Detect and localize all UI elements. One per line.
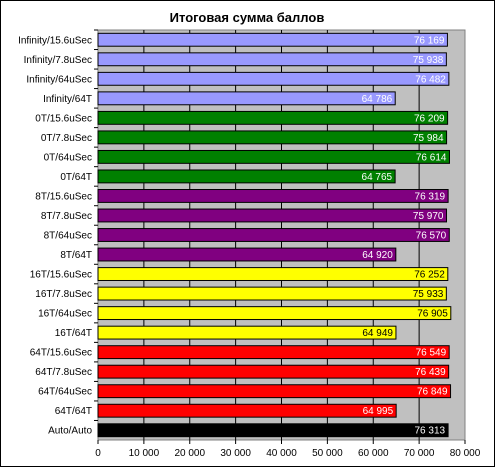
category-labels: Infinity/15.6uSec Infinity/7.8uSec Infinit… <box>18 29 98 437</box>
data-label: 64 995 <box>363 406 394 417</box>
category-label: Infinity/7.8uSec <box>24 55 92 66</box>
category-label: 64T/7.8uSec <box>35 367 92 378</box>
bar <box>97 189 449 203</box>
data-label: 75 933 <box>413 289 444 300</box>
bar <box>97 306 452 321</box>
data-label: 75 938 <box>413 55 444 66</box>
category-label: 16T/64T <box>55 328 92 339</box>
category-label: 8T/64uSec <box>44 231 92 242</box>
bar <box>97 52 447 67</box>
data-label: 64 765 <box>362 172 393 183</box>
category-label: 8T/15.6uSec <box>35 191 92 202</box>
category-label: 64T/15.6uSec <box>30 348 92 359</box>
x-tick-label: 30 000 <box>220 448 251 459</box>
x-tick-label: 10 000 <box>129 448 160 459</box>
x-tick-label: 40 000 <box>266 448 297 459</box>
bar <box>97 169 396 184</box>
x-tick-label: 60 000 <box>358 448 389 459</box>
category-label: Infinity/64uSec <box>26 74 92 85</box>
data-label: 76 482 <box>415 74 446 85</box>
bar <box>97 71 450 86</box>
bar <box>97 110 449 125</box>
category-label: 0T/7.8uSec <box>41 133 92 144</box>
category-label: 0T/64T <box>60 172 92 183</box>
data-label: 76 614 <box>416 152 447 163</box>
category-label: 8T/64T <box>60 250 92 261</box>
chart-title: Итоговая сумма баллов <box>170 10 325 25</box>
bar <box>97 384 452 399</box>
data-label: 76 313 <box>414 426 445 437</box>
category-label: 16T/7.8uSec <box>35 289 92 300</box>
bar <box>97 130 448 145</box>
category-label: 64T/64T <box>55 406 92 417</box>
data-label: 76 849 <box>417 387 448 398</box>
x-tick-label: 20 000 <box>174 448 205 459</box>
bar <box>97 267 449 281</box>
category-label: Auto/Auto <box>48 426 92 437</box>
data-label: 76 570 <box>416 231 447 242</box>
x-axis-ticks: 0 10 000 20 000 30 000 40 000 50 000 60 000 70 … <box>95 440 481 459</box>
category-label: 16T/64uSec <box>38 309 92 320</box>
x-tick-label: 0 <box>95 448 101 459</box>
bar <box>97 208 448 223</box>
bar <box>97 423 449 438</box>
bar <box>97 32 448 47</box>
bar <box>97 247 397 262</box>
data-label: 76 169 <box>414 35 445 46</box>
category-label: 16T/15.6uSec <box>30 270 92 281</box>
data-label: 76 319 <box>415 191 446 202</box>
bar <box>97 364 450 379</box>
bar <box>97 286 447 301</box>
x-tick-label: 50 000 <box>312 448 343 459</box>
data-label: 75 984 <box>413 133 444 144</box>
category-label: 8T/7.8uSec <box>41 211 92 222</box>
bar <box>97 325 397 340</box>
category-label: Infinity/15.6uSec <box>18 35 92 46</box>
category-label: 0T/15.6uSec <box>35 113 92 124</box>
data-label: 76 252 <box>414 270 445 281</box>
bar <box>97 403 397 418</box>
x-tick-label: 80 000 <box>450 448 481 459</box>
category-label: Infinity/64T <box>43 94 92 105</box>
data-label: 76 549 <box>416 348 447 359</box>
data-label: 76 905 <box>417 309 448 320</box>
bar <box>97 91 396 106</box>
bar <box>97 345 450 360</box>
data-label: 76 209 <box>414 113 445 124</box>
data-label: 75 970 <box>413 211 444 222</box>
bars: 76 169 75 938 76 482 64 786 76 209 75 984 76 6… <box>97 32 452 438</box>
bar <box>97 228 450 242</box>
data-label: 64 949 <box>362 328 393 339</box>
category-label: 64T/64uSec <box>38 387 92 398</box>
data-label: 64 920 <box>362 250 393 261</box>
category-label: 0T/64uSec <box>44 152 92 163</box>
data-label: 76 439 <box>415 367 446 378</box>
data-label: 64 786 <box>362 94 393 105</box>
x-tick-label: 70 000 <box>404 448 435 459</box>
bar <box>97 149 450 164</box>
